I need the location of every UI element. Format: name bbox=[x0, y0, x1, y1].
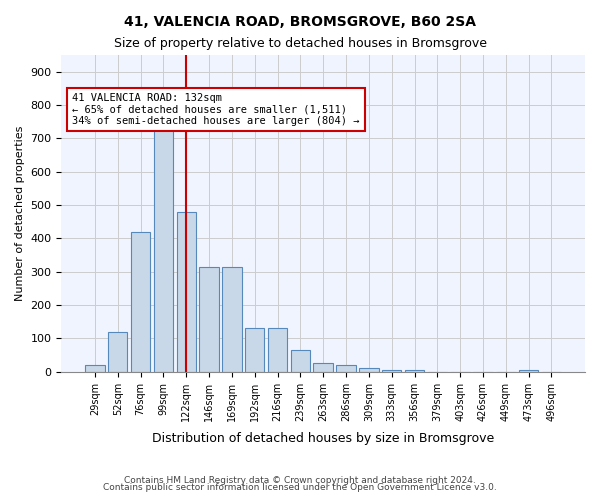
Bar bbox=[85, 365, 104, 372]
Text: Contains public sector information licensed under the Open Government Licence v3: Contains public sector information licen… bbox=[103, 484, 497, 492]
Bar bbox=[176, 212, 196, 372]
Text: 41, VALENCIA ROAD, BROMSGROVE, B60 2SA: 41, VALENCIA ROAD, BROMSGROVE, B60 2SA bbox=[124, 15, 476, 29]
Bar bbox=[519, 370, 538, 372]
Bar bbox=[313, 364, 333, 372]
Bar bbox=[382, 370, 401, 372]
Bar bbox=[108, 332, 127, 372]
Text: Contains HM Land Registry data © Crown copyright and database right 2024.: Contains HM Land Registry data © Crown c… bbox=[124, 476, 476, 485]
Bar bbox=[131, 232, 150, 372]
Y-axis label: Number of detached properties: Number of detached properties bbox=[15, 126, 25, 301]
Bar bbox=[359, 368, 379, 372]
Bar bbox=[337, 365, 356, 372]
Bar bbox=[199, 267, 219, 372]
Bar bbox=[405, 370, 424, 372]
Text: Size of property relative to detached houses in Bromsgrove: Size of property relative to detached ho… bbox=[113, 38, 487, 51]
Text: 41 VALENCIA ROAD: 132sqm
← 65% of detached houses are smaller (1,511)
34% of sem: 41 VALENCIA ROAD: 132sqm ← 65% of detach… bbox=[72, 93, 359, 126]
Bar bbox=[268, 328, 287, 372]
Bar bbox=[245, 328, 265, 372]
Bar bbox=[154, 128, 173, 372]
X-axis label: Distribution of detached houses by size in Bromsgrove: Distribution of detached houses by size … bbox=[152, 432, 494, 445]
Bar bbox=[222, 267, 242, 372]
Bar bbox=[290, 350, 310, 372]
